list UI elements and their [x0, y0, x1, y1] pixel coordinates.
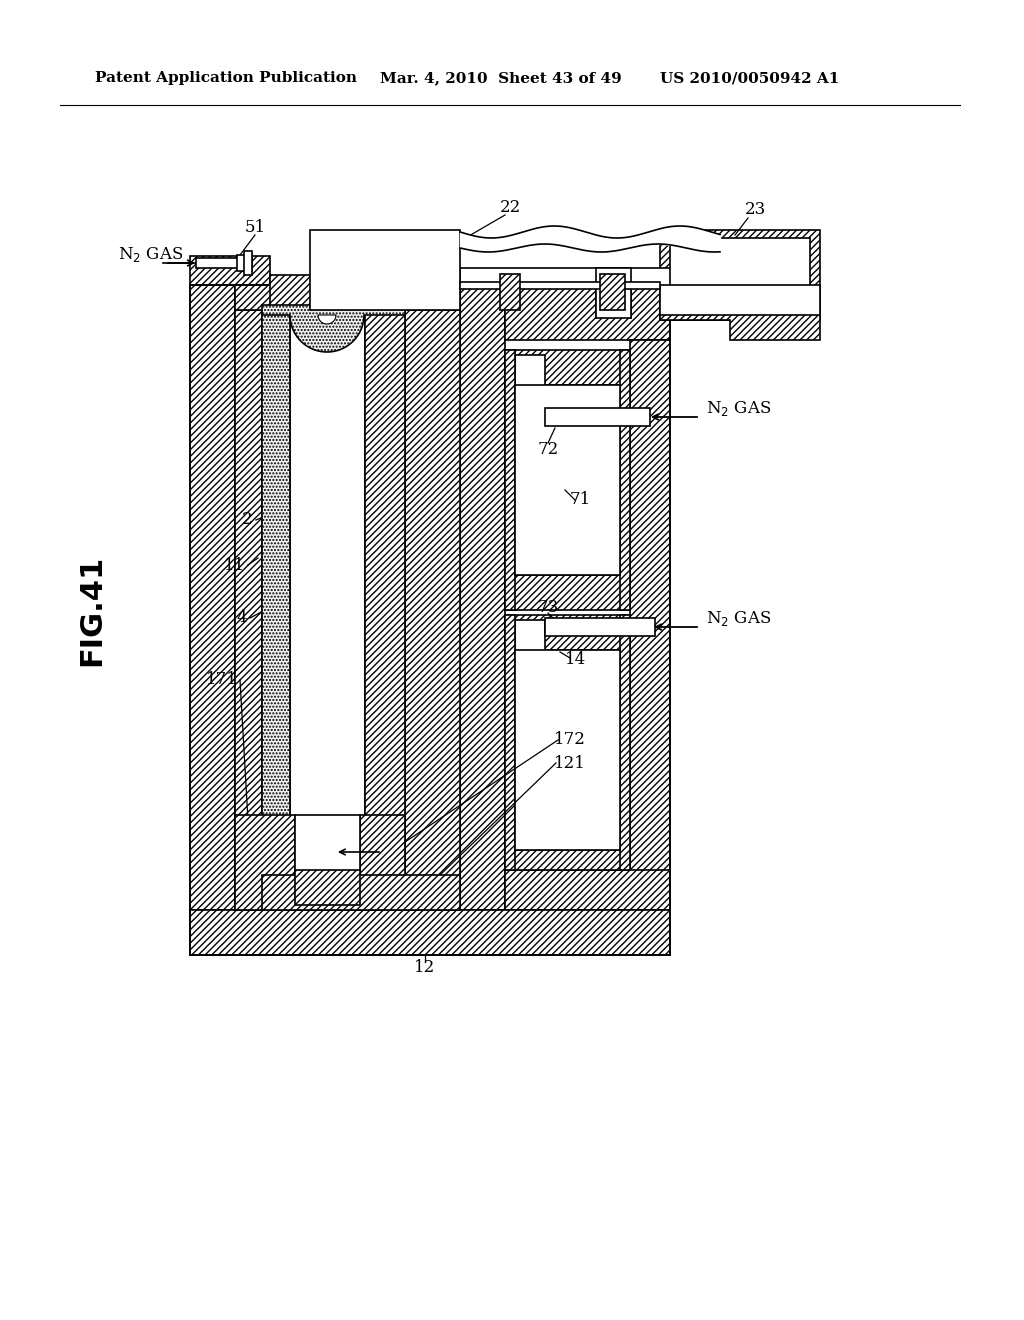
Polygon shape	[505, 850, 630, 870]
Bar	[244, 251, 252, 275]
Text: 4: 4	[237, 610, 247, 627]
Text: N$_2$ GAS: N$_2$ GAS	[706, 399, 771, 417]
Polygon shape	[505, 285, 670, 341]
Polygon shape	[295, 870, 360, 906]
Bar	[460, 268, 730, 286]
Polygon shape	[630, 341, 670, 909]
Polygon shape	[262, 305, 406, 352]
Polygon shape	[234, 870, 406, 909]
Bar	[545, 408, 650, 426]
Polygon shape	[660, 230, 820, 319]
Text: 171: 171	[206, 672, 238, 689]
Bar	[290, 310, 365, 875]
Polygon shape	[234, 310, 262, 906]
Polygon shape	[505, 576, 630, 610]
Polygon shape	[234, 285, 406, 310]
Text: Mar. 4, 2010  Sheet 43 of 49: Mar. 4, 2010 Sheet 43 of 49	[380, 71, 622, 84]
Bar	[545, 618, 655, 636]
Polygon shape	[262, 310, 290, 875]
Text: 121: 121	[554, 755, 586, 771]
Text: 72: 72	[538, 441, 559, 458]
Polygon shape	[620, 350, 630, 610]
Text: US 2010/0050942 A1: US 2010/0050942 A1	[660, 71, 840, 84]
Text: N$_2$ GAS: N$_2$ GAS	[118, 244, 183, 264]
Polygon shape	[620, 615, 630, 870]
Text: 73: 73	[538, 599, 559, 616]
Polygon shape	[505, 615, 630, 649]
Text: 172: 172	[554, 731, 586, 748]
Polygon shape	[660, 315, 820, 341]
Polygon shape	[234, 814, 295, 909]
Polygon shape	[505, 350, 515, 610]
Polygon shape	[460, 285, 505, 954]
Text: 14: 14	[565, 652, 587, 668]
Bar	[310, 230, 460, 310]
Polygon shape	[190, 256, 270, 285]
Text: 23: 23	[744, 202, 766, 219]
Polygon shape	[262, 875, 460, 909]
Polygon shape	[318, 315, 336, 323]
Bar	[515, 649, 620, 850]
Text: 22: 22	[500, 199, 520, 216]
Text: 71: 71	[569, 491, 591, 508]
Bar	[515, 385, 620, 576]
Text: 51: 51	[245, 219, 265, 236]
Bar	[196, 257, 238, 268]
Polygon shape	[500, 275, 520, 310]
Polygon shape	[190, 909, 670, 954]
Bar	[596, 268, 631, 318]
Text: 2: 2	[242, 511, 252, 528]
Polygon shape	[190, 909, 505, 954]
Polygon shape	[505, 615, 515, 870]
Bar	[460, 282, 660, 289]
Polygon shape	[270, 275, 460, 310]
Polygon shape	[406, 310, 460, 906]
Bar	[295, 814, 360, 875]
Polygon shape	[505, 350, 630, 385]
Text: Patent Application Publication: Patent Application Publication	[95, 71, 357, 84]
Bar	[670, 238, 810, 293]
Text: 12: 12	[415, 960, 435, 977]
Polygon shape	[190, 285, 234, 954]
Bar	[660, 285, 820, 319]
Polygon shape	[360, 814, 406, 909]
Bar	[237, 255, 252, 271]
Polygon shape	[505, 870, 670, 909]
Polygon shape	[365, 310, 406, 875]
Polygon shape	[600, 275, 625, 310]
Text: N$_2$ GAS: N$_2$ GAS	[706, 609, 771, 627]
Text: FIG.41: FIG.41	[78, 554, 106, 665]
Text: 11: 11	[224, 557, 245, 573]
